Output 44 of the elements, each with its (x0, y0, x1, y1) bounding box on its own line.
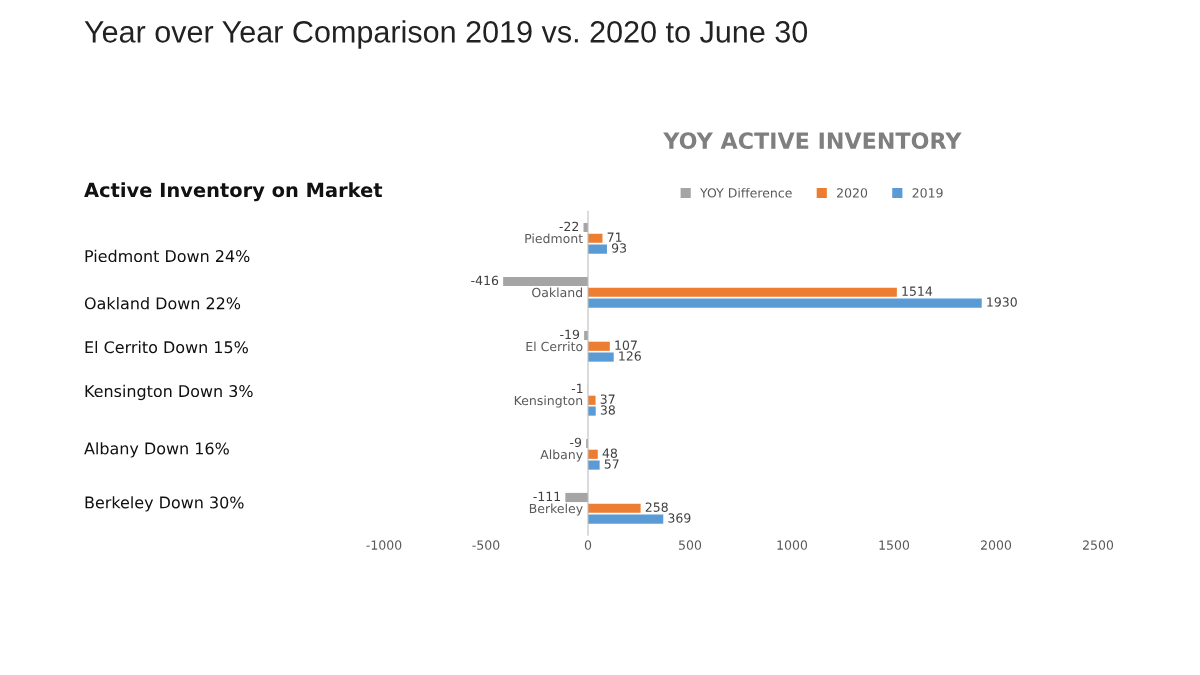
data-label: 1930 (987, 297, 1017, 307)
data-label: 71 (607, 232, 622, 242)
data-label: 1514 (902, 286, 933, 296)
text: Berkeley Down 30% (85, 496, 244, 512)
chart-title: YOY ACTIVE INVENTORY (663, 132, 962, 150)
data-label: 107 (615, 340, 637, 350)
text: Active Inventory on Market (84, 182, 383, 202)
data-label: -19 (560, 329, 580, 340)
x-tick-label: -500 (472, 540, 500, 550)
y-tick-label: Piedmont (525, 233, 583, 244)
data-label: 48 (602, 448, 618, 458)
y-tick-label: Oakland (532, 287, 582, 298)
data-label: 126 (619, 351, 641, 361)
text: Albany Down 16% (84, 442, 229, 458)
data-label: 93 (611, 243, 627, 253)
y-tick-label: Berkeley (529, 503, 583, 516)
legend-label: 2020 (837, 188, 868, 198)
data-label: 369 (668, 513, 691, 523)
y-tick-label: El Cerrito (526, 341, 583, 352)
x-tick-label: 0 (584, 540, 592, 550)
data-label: -416 (471, 275, 499, 286)
data-label: 38 (600, 405, 615, 415)
data-label: 37 (600, 394, 615, 404)
x-tick-label: 500 (679, 540, 702, 550)
y-tick-label: Kensington (514, 395, 583, 408)
x-tick-label: 2000 (981, 540, 1012, 550)
legend-label: YOY Difference (700, 187, 792, 198)
text: Piedmont Down 24% (85, 249, 250, 263)
x-tick-label: 2500 (1083, 540, 1114, 550)
text: Year over Year Comparison 2019 vs. 2020 to June 30 (84, 20, 808, 49)
y-tick-label: Albany (540, 449, 583, 462)
text: El Cerrito Down 15% (85, 340, 248, 354)
x-tick-label: 1000 (777, 540, 808, 550)
text: Oakland Down 22% (84, 297, 241, 310)
data-label: -1 (571, 383, 583, 393)
x-tick-label: 1500 (879, 540, 910, 550)
data-label: -111 (533, 491, 561, 501)
data-label: 57 (604, 459, 619, 469)
data-label: 258 (645, 502, 668, 512)
data-label: -9 (570, 437, 582, 448)
text: Kensington Down 3% (85, 384, 253, 401)
x-tick-label: -1000 (366, 540, 402, 550)
data-label: -22 (559, 221, 579, 231)
legend-label: 2019 (912, 188, 943, 198)
